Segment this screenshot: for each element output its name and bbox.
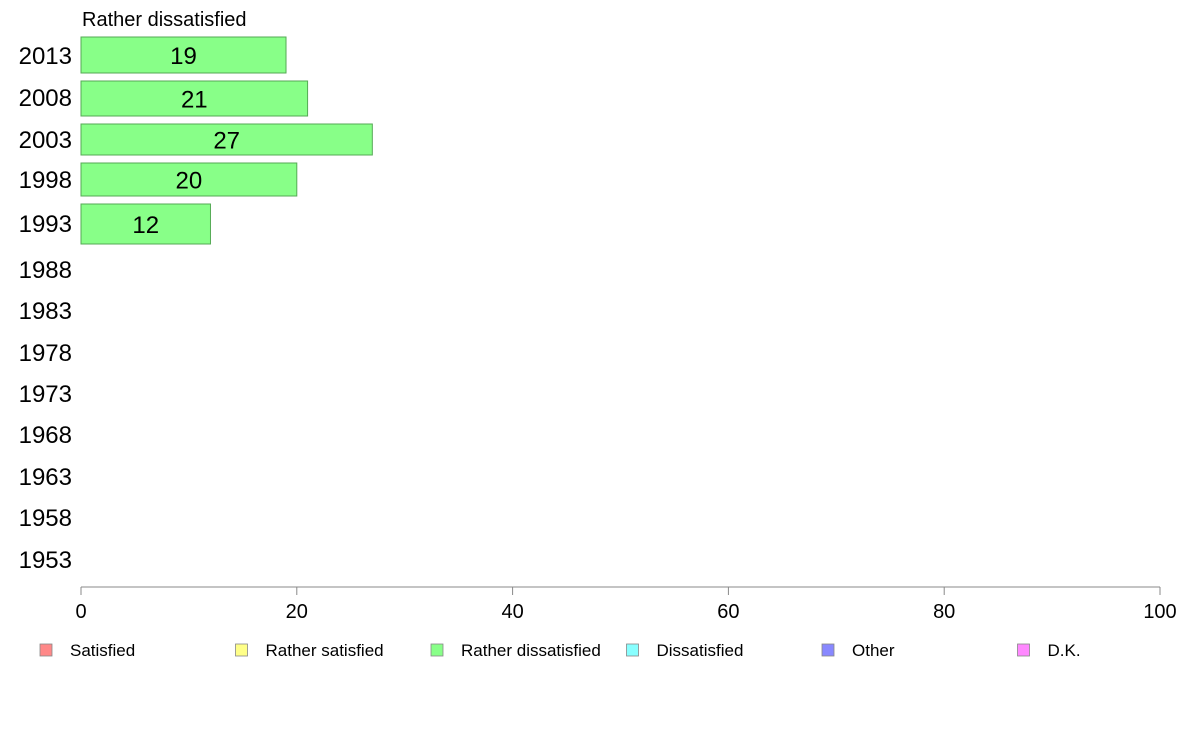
category-label: 1953	[19, 547, 72, 574]
category-label: 1998	[19, 167, 72, 194]
legend-swatch	[39, 643, 53, 657]
data-label: 19	[170, 43, 197, 70]
category-label: 1968	[19, 422, 72, 449]
legend: Satisfied Rather satisfied Rather dissatis…	[39, 641, 1081, 660]
legend-label: Rather dissatisfied	[461, 641, 601, 660]
bar	[80, 203, 211, 245]
legend-swatch	[430, 643, 444, 657]
data-label: 12	[132, 212, 159, 239]
category-rows: 2013 2008 2003 1998 1993 1988 1983 1978 1973 1968…	[19, 43, 72, 574]
legend-swatch	[821, 643, 835, 657]
chart-title: Rather dissatisfied	[82, 9, 247, 31]
x-tick-label: 20	[286, 601, 308, 623]
category-label: 2008	[19, 85, 72, 112]
bar	[80, 80, 309, 117]
bar	[80, 36, 287, 74]
bar	[80, 123, 373, 156]
x-tick-label: 40	[501, 601, 523, 623]
category-label: 1973	[19, 381, 72, 408]
legend-swatch	[1017, 643, 1030, 657]
x-tick-label: 60	[717, 601, 739, 623]
category-label: 1963	[19, 464, 72, 491]
legend-label: Other	[852, 641, 895, 660]
x-axis: 0 20 40 60 80 100	[75, 586, 1177, 623]
category-label: 1993	[19, 211, 72, 238]
legend-label: Dissatisfied	[657, 641, 744, 660]
x-tick-label: 0	[75, 601, 86, 623]
category-label: 1983	[19, 298, 72, 325]
category-label: 1958	[19, 505, 72, 532]
legend-swatch	[235, 643, 248, 657]
category-label: 1988	[19, 257, 72, 284]
bar	[80, 162, 298, 197]
x-tick-label: 80	[933, 601, 955, 623]
category-label: 1978	[19, 340, 72, 367]
legend-swatch	[626, 643, 639, 657]
data-label: 21	[181, 87, 208, 114]
category-label: 2003	[19, 127, 72, 154]
legend-label: D.K.	[1048, 641, 1081, 660]
x-tick-label: 100	[1143, 601, 1176, 623]
legend-label: Rather satisfied	[266, 641, 384, 660]
data-label: 20	[176, 168, 203, 195]
legend-label: Satisfied	[70, 641, 135, 660]
category-label: 2013	[19, 43, 72, 70]
data-label: 27	[213, 128, 240, 155]
